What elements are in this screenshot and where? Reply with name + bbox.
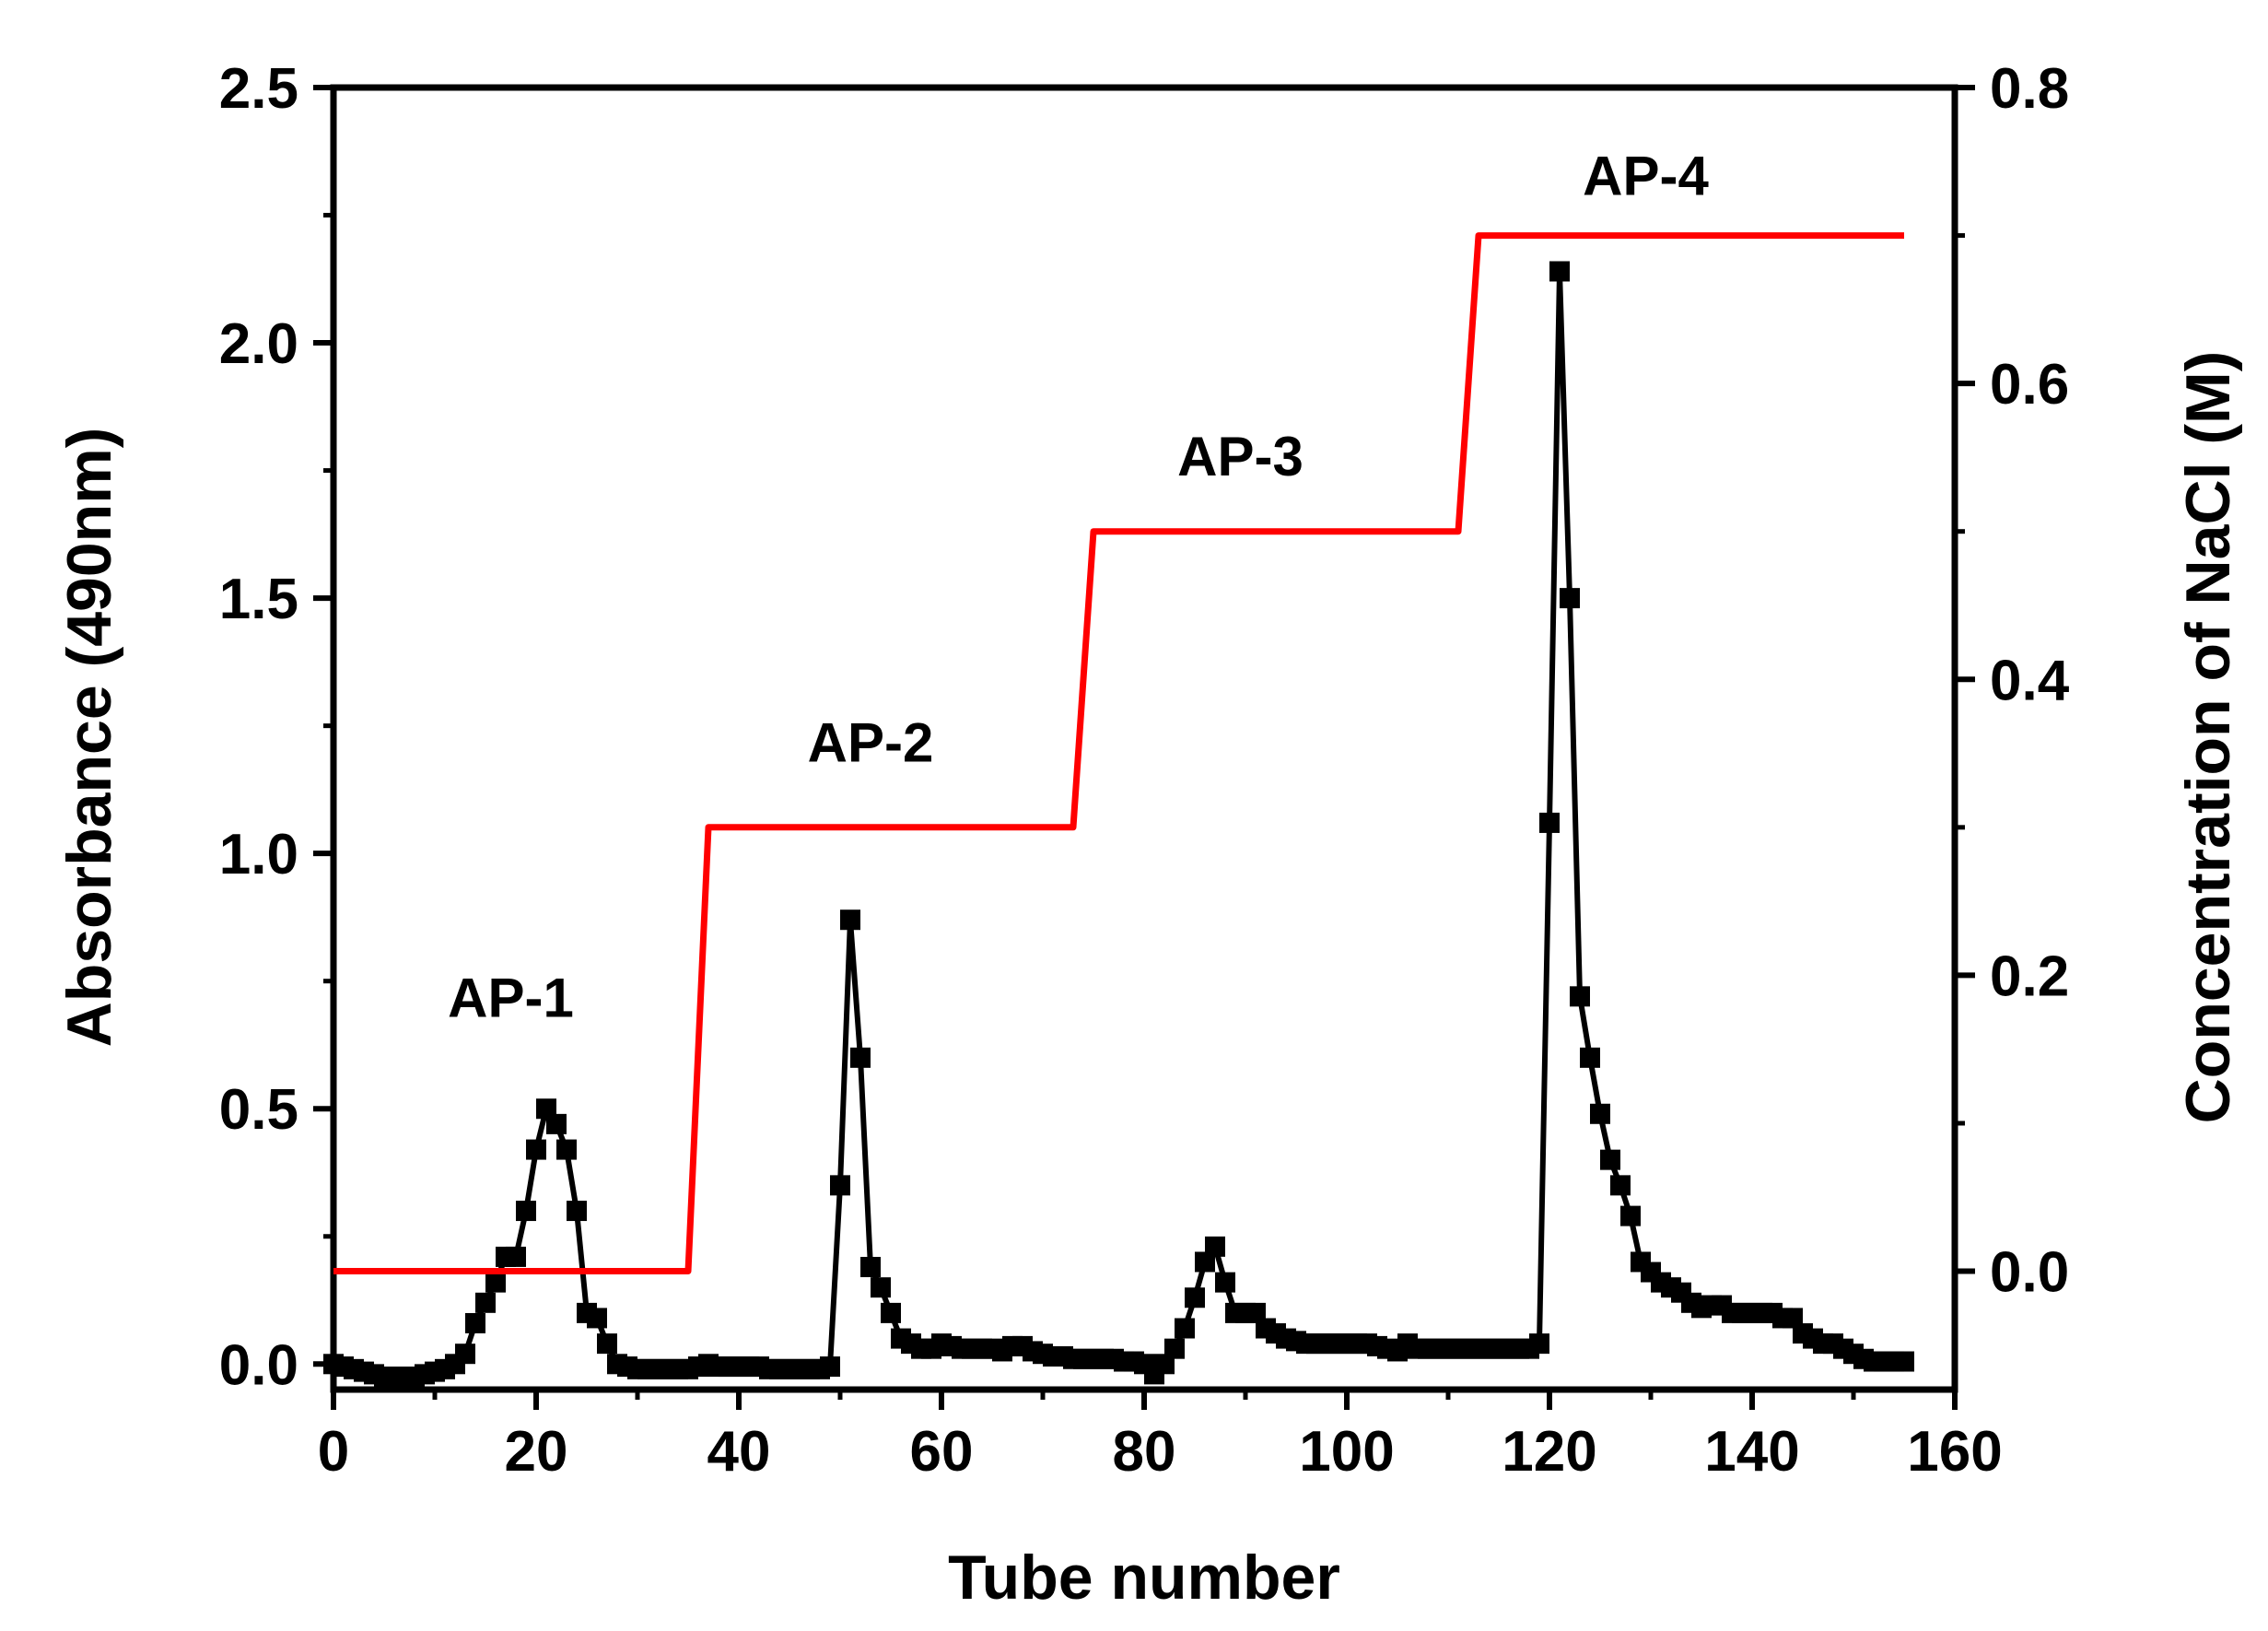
absorbance-point (1195, 1251, 1215, 1273)
absorbance-point (536, 1098, 556, 1120)
absorbance-point (1185, 1287, 1205, 1308)
absorbance-point (567, 1201, 587, 1222)
x-tick-label: 0 (318, 1420, 349, 1484)
y-tick-label: 0.0 (219, 1333, 298, 1397)
axis-tick-labels: 0 20 40 60 80 100 120 140 160 0.0 0.5 1.0 1.5 2.0 2.5 0… (219, 57, 2070, 1484)
x-tick-label: 80 (1113, 1420, 1176, 1484)
absorbance-point (840, 909, 860, 931)
y2-tick-label: 0.2 (1990, 945, 2069, 1008)
x-tick-label: 120 (1502, 1420, 1596, 1484)
absorbance-point (1610, 1175, 1631, 1196)
absorbance-point (1894, 1351, 1914, 1372)
nacl-gradient-line (333, 232, 1904, 1274)
x-tick-label: 160 (1907, 1420, 2002, 1484)
absorbance-point (485, 1272, 506, 1293)
absorbance-point (1570, 986, 1590, 1007)
annotation-layer: AP-1 AP-2 AP-3 AP-4 (448, 145, 1709, 1028)
absorbance-point (1549, 261, 1570, 282)
y-tick-label: 0.5 (219, 1078, 298, 1142)
series-layer (323, 232, 1914, 1388)
absorbance-point (1245, 1302, 1266, 1323)
y-tick-label: 1.5 (219, 568, 298, 631)
absorbance-point (526, 1139, 546, 1160)
peak-label: AP-1 (448, 967, 574, 1028)
y2-tick-label: 0.4 (1990, 649, 2070, 712)
absorbance-point (1205, 1236, 1225, 1257)
y2-axis-title: Concentration of NaCl (M) (2173, 351, 2243, 1124)
absorbance-point (455, 1344, 475, 1365)
x-tick-label: 140 (1704, 1420, 1799, 1484)
absorbance-point (1164, 1338, 1185, 1359)
absorbance-point (475, 1292, 496, 1313)
x-tick-label: 20 (505, 1420, 568, 1484)
absorbance-point (1620, 1205, 1641, 1226)
absorbance-point (1154, 1354, 1175, 1375)
absorbance-point (1590, 1103, 1610, 1124)
y2-tick-label: 0.6 (1990, 353, 2069, 417)
absorbance-point (1783, 1308, 1803, 1329)
x-tick-label: 40 (707, 1420, 771, 1484)
absorbance-point (1529, 1333, 1549, 1355)
y2-tick-label: 0.0 (1990, 1241, 2069, 1305)
absorbance-point (1600, 1149, 1620, 1170)
absorbance-point (1215, 1272, 1235, 1293)
x-axis-title: Tube number (948, 1543, 1340, 1613)
absorbance-point (860, 1257, 881, 1278)
absorbance-point (546, 1113, 567, 1134)
absorbance-point (465, 1312, 485, 1333)
peak-label: AP-2 (808, 711, 934, 773)
y-axis-title: Absorbance (490nm) (54, 428, 124, 1048)
axis-ticks (313, 85, 1975, 1410)
absorbance-point (556, 1139, 577, 1160)
y-tick-label: 1.0 (219, 823, 298, 886)
peak-label: AP-4 (1583, 145, 1709, 206)
absorbance-point (597, 1333, 617, 1355)
absorbance-point (1560, 588, 1580, 609)
absorbance-point (516, 1201, 536, 1222)
x-tick-label: 60 (910, 1420, 974, 1484)
y-tick-label: 2.5 (219, 57, 298, 121)
absorbance-point (1539, 812, 1560, 833)
absorbance-point (1580, 1047, 1600, 1068)
absorbance-point (506, 1246, 526, 1267)
x-tick-label: 100 (1299, 1420, 1394, 1484)
absorbance-point (850, 1047, 871, 1068)
absorbance-point (830, 1175, 850, 1196)
y2-tick-label: 0.8 (1990, 57, 2069, 121)
absorbance-point (871, 1277, 891, 1298)
absorbance-point (820, 1356, 840, 1378)
absorbance-point (881, 1302, 901, 1323)
peak-label: AP-3 (1177, 426, 1304, 487)
y-tick-label: 2.0 (219, 312, 298, 376)
absorbance-point (1175, 1318, 1195, 1339)
absorbance-point (587, 1308, 607, 1329)
